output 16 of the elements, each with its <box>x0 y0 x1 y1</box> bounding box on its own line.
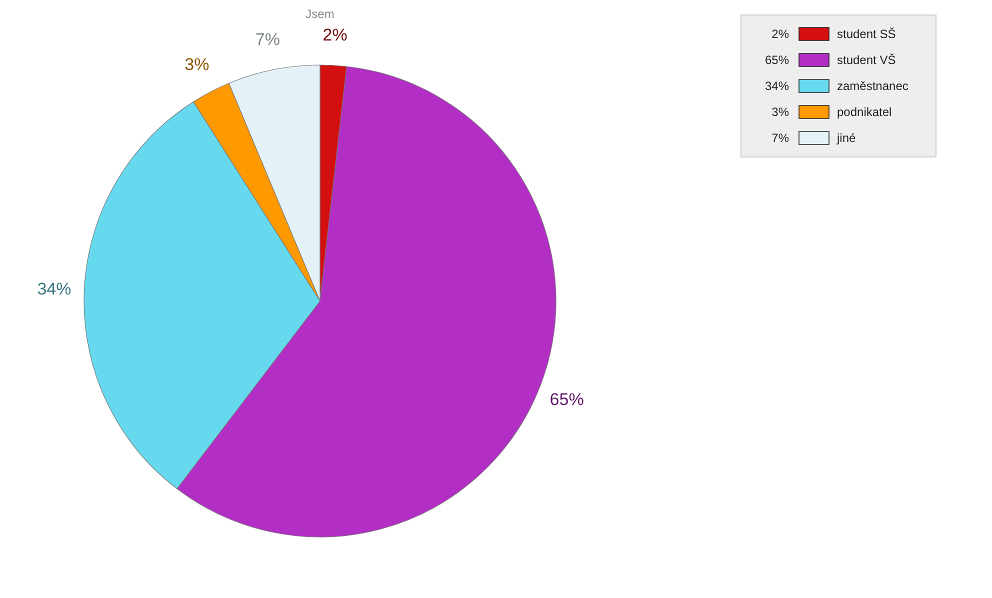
data-label: 2% <box>322 25 348 44</box>
text: 34% <box>764 79 789 93</box>
legend-label: jiné <box>836 131 856 145</box>
text: 2% <box>772 27 789 41</box>
chart-title: Jsem <box>306 7 334 21</box>
text: 3% <box>772 105 789 119</box>
text: 7% <box>772 131 789 145</box>
legend-label: zaměstnanec <box>837 79 908 93</box>
data-label: 65% <box>550 390 584 410</box>
legend-label: student VŠ <box>837 53 896 67</box>
legend-label: student SŠ <box>837 27 896 41</box>
data-label: 34% <box>37 280 72 299</box>
legend-label: podnikatel <box>837 105 892 119</box>
text: 65% <box>764 53 789 67</box>
data-label: 3% <box>184 55 210 74</box>
data-label: 7% <box>255 30 280 50</box>
